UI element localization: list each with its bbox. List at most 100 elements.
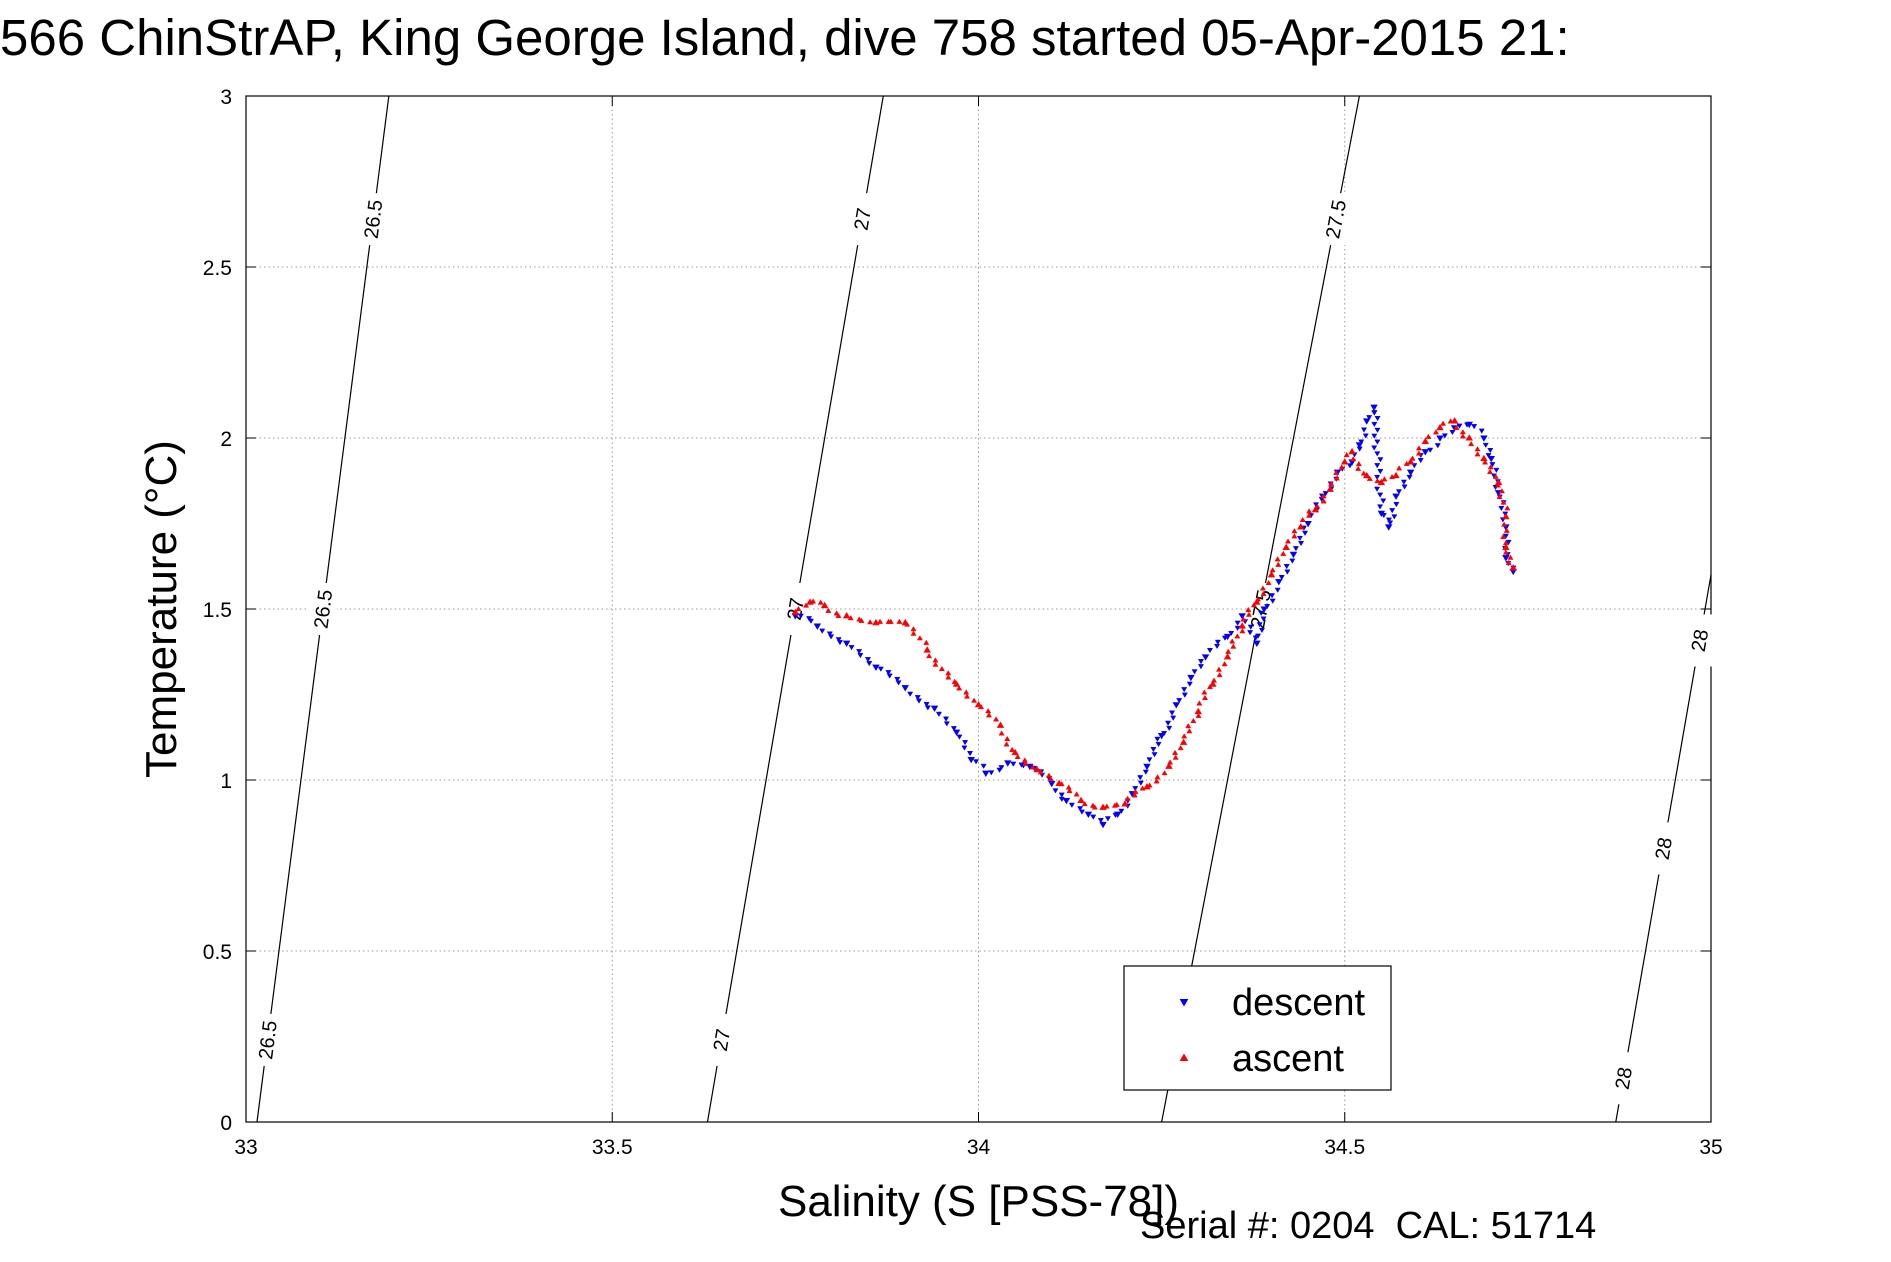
data-point-ascent bbox=[1360, 470, 1367, 476]
data-point-ascent bbox=[1415, 450, 1422, 456]
data-point-descent bbox=[1048, 780, 1056, 788]
data-point-ascent bbox=[923, 639, 930, 645]
data-point-ascent bbox=[1392, 471, 1400, 479]
data-point-descent bbox=[1377, 457, 1384, 463]
data-point-ascent bbox=[1177, 744, 1184, 751]
data-point-ascent bbox=[1507, 554, 1514, 560]
data-point-descent bbox=[1471, 424, 1478, 430]
data-point-descent bbox=[1155, 741, 1162, 748]
data-point-ascent bbox=[1029, 764, 1036, 770]
data-point-descent bbox=[901, 685, 909, 692]
data-series bbox=[791, 404, 1517, 829]
data-point-ascent bbox=[1058, 781, 1065, 787]
contour-label-bg bbox=[1609, 1052, 1638, 1105]
data-point-descent bbox=[1214, 639, 1221, 645]
data-point-descent bbox=[1137, 780, 1144, 786]
data-point-ascent bbox=[1077, 796, 1085, 804]
data-point-descent bbox=[1228, 630, 1235, 637]
x-axis-label: Salinity (S [PSS-78]) bbox=[778, 1177, 1179, 1226]
data-point-descent bbox=[1478, 428, 1485, 434]
data-point-ascent bbox=[1406, 458, 1415, 465]
data-point-descent bbox=[886, 673, 893, 679]
x-tick-label: 35 bbox=[1699, 1136, 1722, 1159]
data-point-descent bbox=[907, 691, 914, 697]
data-point-descent bbox=[1358, 439, 1365, 445]
data-point-ascent bbox=[810, 598, 817, 604]
data-point-descent bbox=[1505, 539, 1512, 546]
data-point-ascent bbox=[926, 653, 933, 659]
data-point-descent bbox=[1186, 681, 1193, 687]
data-point-descent bbox=[872, 664, 880, 671]
data-point-ascent bbox=[1259, 585, 1266, 591]
data-point-ascent bbox=[1291, 533, 1298, 539]
density-contour-label: 27 bbox=[710, 1027, 735, 1053]
data-point-ascent bbox=[1195, 712, 1202, 718]
data-point-ascent bbox=[916, 635, 923, 641]
data-point-ascent bbox=[1004, 735, 1011, 741]
data-point-descent bbox=[1371, 410, 1378, 416]
data-point-ascent bbox=[1179, 738, 1188, 745]
data-point-descent bbox=[1374, 416, 1381, 422]
data-point-ascent bbox=[1306, 508, 1313, 514]
data-point-ascent bbox=[1496, 493, 1503, 499]
data-point-descent bbox=[1374, 486, 1381, 492]
data-point-ascent bbox=[1269, 567, 1276, 573]
data-point-descent bbox=[1374, 427, 1381, 433]
data-point-descent bbox=[885, 670, 892, 676]
data-point-descent bbox=[1206, 648, 1214, 654]
data-point-descent bbox=[1482, 442, 1489, 449]
data-point-descent bbox=[1298, 541, 1305, 547]
series-ascent bbox=[791, 417, 1517, 810]
data-point-ascent bbox=[1474, 451, 1481, 457]
data-point-descent bbox=[836, 640, 844, 646]
data-point-ascent bbox=[985, 708, 992, 714]
data-point-descent bbox=[857, 653, 864, 659]
data-point-descent bbox=[1104, 816, 1111, 822]
data-point-ascent bbox=[1196, 700, 1203, 706]
data-point-ascent bbox=[1280, 550, 1287, 556]
legend-box bbox=[1123, 965, 1392, 1091]
data-point-descent bbox=[807, 618, 814, 624]
data-point-ascent bbox=[1154, 774, 1161, 780]
density-contour-label: 26.5 bbox=[255, 1019, 282, 1060]
data-point-descent bbox=[1258, 627, 1266, 634]
data-point-descent bbox=[856, 649, 863, 655]
data-point-descent bbox=[924, 705, 931, 711]
data-point-descent bbox=[1465, 421, 1473, 429]
data-point-ascent bbox=[1165, 762, 1173, 769]
data-point-descent bbox=[1322, 491, 1329, 497]
data-point-ascent bbox=[1396, 465, 1403, 471]
data-point-ascent bbox=[1320, 493, 1327, 499]
data-point-descent bbox=[1487, 447, 1494, 454]
data-point-ascent bbox=[1498, 488, 1505, 494]
data-point-descent bbox=[956, 734, 963, 740]
data-point-ascent bbox=[1305, 512, 1313, 518]
data-point-ascent bbox=[1131, 792, 1138, 798]
data-point-descent bbox=[842, 640, 851, 647]
data-point-ascent bbox=[1047, 776, 1054, 782]
data-point-descent bbox=[819, 628, 826, 634]
legend-label-ascent: ascent bbox=[1232, 1038, 1344, 1080]
data-point-descent bbox=[1456, 423, 1463, 429]
data-point-descent bbox=[943, 716, 950, 722]
data-point-ascent bbox=[963, 689, 970, 695]
data-point-ascent bbox=[1167, 759, 1174, 765]
contour-label-bg bbox=[1321, 193, 1350, 246]
data-point-descent bbox=[1090, 814, 1097, 820]
data-point-ascent bbox=[1009, 746, 1016, 752]
data-point-ascent bbox=[1314, 503, 1321, 509]
data-point-ascent bbox=[1274, 556, 1281, 562]
data-point-descent bbox=[835, 637, 842, 643]
data-point-ascent bbox=[1459, 433, 1466, 439]
data-point-ascent bbox=[835, 612, 842, 619]
data-point-ascent bbox=[932, 661, 939, 667]
data-point-descent bbox=[826, 631, 833, 637]
data-point-ascent bbox=[1216, 672, 1223, 678]
data-point-ascent bbox=[1066, 787, 1073, 794]
data-point-descent bbox=[1077, 806, 1084, 812]
data-point-descent bbox=[1389, 508, 1396, 514]
data-point-descent bbox=[1393, 502, 1400, 508]
data-point-ascent bbox=[1091, 804, 1098, 810]
data-point-ascent bbox=[1172, 749, 1179, 755]
